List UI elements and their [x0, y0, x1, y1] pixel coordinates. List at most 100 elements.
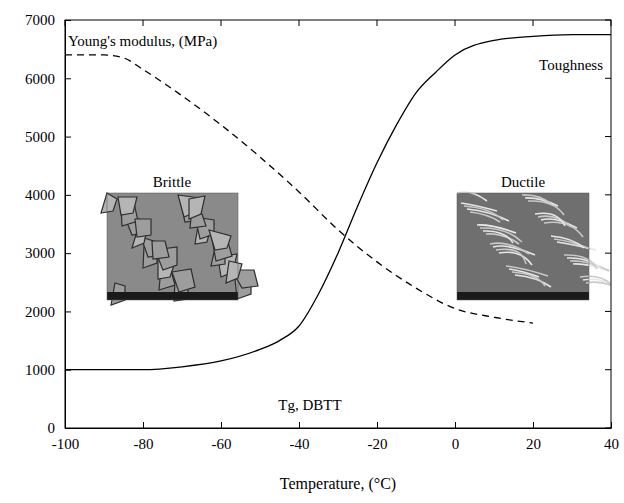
texture: [480, 228, 522, 242]
tick: 4000: [25, 187, 71, 203]
tick-label: 6000: [25, 71, 55, 87]
tick: 0: [48, 420, 72, 436]
x-axis-title: Temperature, (°C): [280, 475, 396, 493]
tick-mark: [533, 422, 534, 428]
tick: -80: [134, 422, 154, 452]
texture: [496, 249, 526, 264]
tick-mark: [221, 20, 222, 26]
brittle-image-background: [107, 193, 238, 300]
texture: [172, 269, 195, 292]
texture: [490, 243, 529, 254]
scale-strip: [457, 292, 589, 300]
tick: 0: [452, 422, 460, 452]
plot-frame: [65, 20, 611, 428]
annotation: Brittle: [153, 174, 192, 190]
tick-mark: [605, 253, 611, 254]
annotation: Tg, DBTT: [278, 397, 341, 413]
tick-mark: [605, 136, 611, 137]
texture: [209, 230, 231, 250]
tick-mark: [299, 20, 300, 26]
tick-mark: [605, 428, 611, 429]
tick-mark: [611, 20, 612, 26]
texture: [152, 241, 169, 259]
tick-label: -20: [368, 436, 388, 452]
tick: 2000: [25, 304, 71, 320]
x-axis: -100 -80 -60 -40 -20 0 20 40: [52, 422, 619, 452]
tick-mark: [455, 20, 456, 26]
brittle-image-border: [107, 193, 238, 300]
tick: -60: [212, 422, 232, 452]
tick: 40: [604, 422, 619, 452]
tick-mark: [221, 422, 222, 428]
texture: [522, 195, 552, 205]
tick-label: -100: [52, 436, 80, 452]
tick-mark: [65, 311, 71, 312]
chart: -100 -80 -60 -40 -20 0 20 40 0 1000 2000 3000 4000 50…: [0, 0, 624, 503]
tick-label: 1000: [25, 362, 55, 378]
axis-line: [66, 428, 612, 429]
tick-mark: [65, 20, 66, 26]
series-label: Young's modulus, (MPa): [68, 33, 217, 50]
tick-label: -40: [290, 436, 310, 452]
tick-mark: [605, 369, 611, 370]
tick-label: 4000: [25, 187, 55, 203]
tick: -20: [368, 422, 388, 452]
tick-mark: [143, 422, 144, 428]
tick: -40: [290, 422, 310, 452]
tick: 7000: [25, 12, 71, 28]
tick-label: 0: [452, 436, 460, 452]
texture: [477, 225, 516, 233]
tick: 6000: [25, 71, 71, 87]
texture: [189, 196, 205, 219]
texture: [506, 266, 548, 276]
series-line: [65, 55, 533, 323]
tick-mark: [377, 20, 378, 26]
brittle-image: [101, 193, 258, 305]
tick: 3000: [25, 245, 71, 261]
tick-label: 2000: [25, 304, 55, 320]
scale-strip: [107, 292, 238, 300]
axis-line: [65, 21, 66, 429]
texture: [541, 219, 577, 228]
texture: [461, 203, 497, 211]
texture: [580, 276, 611, 291]
tick-label: -80: [134, 436, 154, 452]
tick-label: 20: [526, 436, 541, 452]
labels: Young's modulus, (MPa)ToughnessTg, DBTTB…: [68, 33, 603, 413]
lines: [65, 35, 611, 370]
ductile-image: [457, 192, 611, 300]
texture: [525, 198, 558, 206]
mirror-ticks: [65, 20, 611, 428]
texture: [535, 213, 565, 226]
tick-label: 0: [48, 420, 56, 436]
texture: [470, 212, 500, 222]
texture: [499, 252, 532, 265]
tick-mark: [377, 422, 378, 428]
tick: 20: [526, 422, 541, 452]
tick-mark: [65, 20, 71, 21]
tick: 1000: [25, 362, 71, 378]
series-line: [65, 35, 611, 370]
texture: [226, 261, 242, 283]
tick-label: 7000: [25, 12, 55, 28]
tick-mark: [65, 137, 71, 138]
tick-label: -60: [212, 436, 232, 452]
tick-mark: [455, 422, 456, 428]
tick-mark: [65, 428, 71, 429]
texture: [567, 258, 603, 270]
texture: [564, 255, 597, 269]
tick-mark: [65, 253, 71, 254]
tick-mark: [605, 20, 611, 21]
tick-mark: [143, 20, 144, 26]
tick: 5000: [25, 129, 71, 145]
annotation: Ductile: [501, 174, 545, 190]
texture: [457, 192, 487, 201]
y-axis: 0 1000 2000 3000 4000 5000 6000 7000: [25, 12, 71, 436]
texture: [135, 219, 151, 237]
tick-label: 40: [604, 436, 619, 452]
tick-mark: [605, 78, 611, 79]
tick-label: 5000: [25, 129, 55, 145]
texture: [551, 236, 584, 248]
texture: [538, 216, 571, 227]
plot: -100 -80 -60 -40 -20 0 20 40 0 1000 2000 3000 4000 50…: [25, 12, 624, 451]
